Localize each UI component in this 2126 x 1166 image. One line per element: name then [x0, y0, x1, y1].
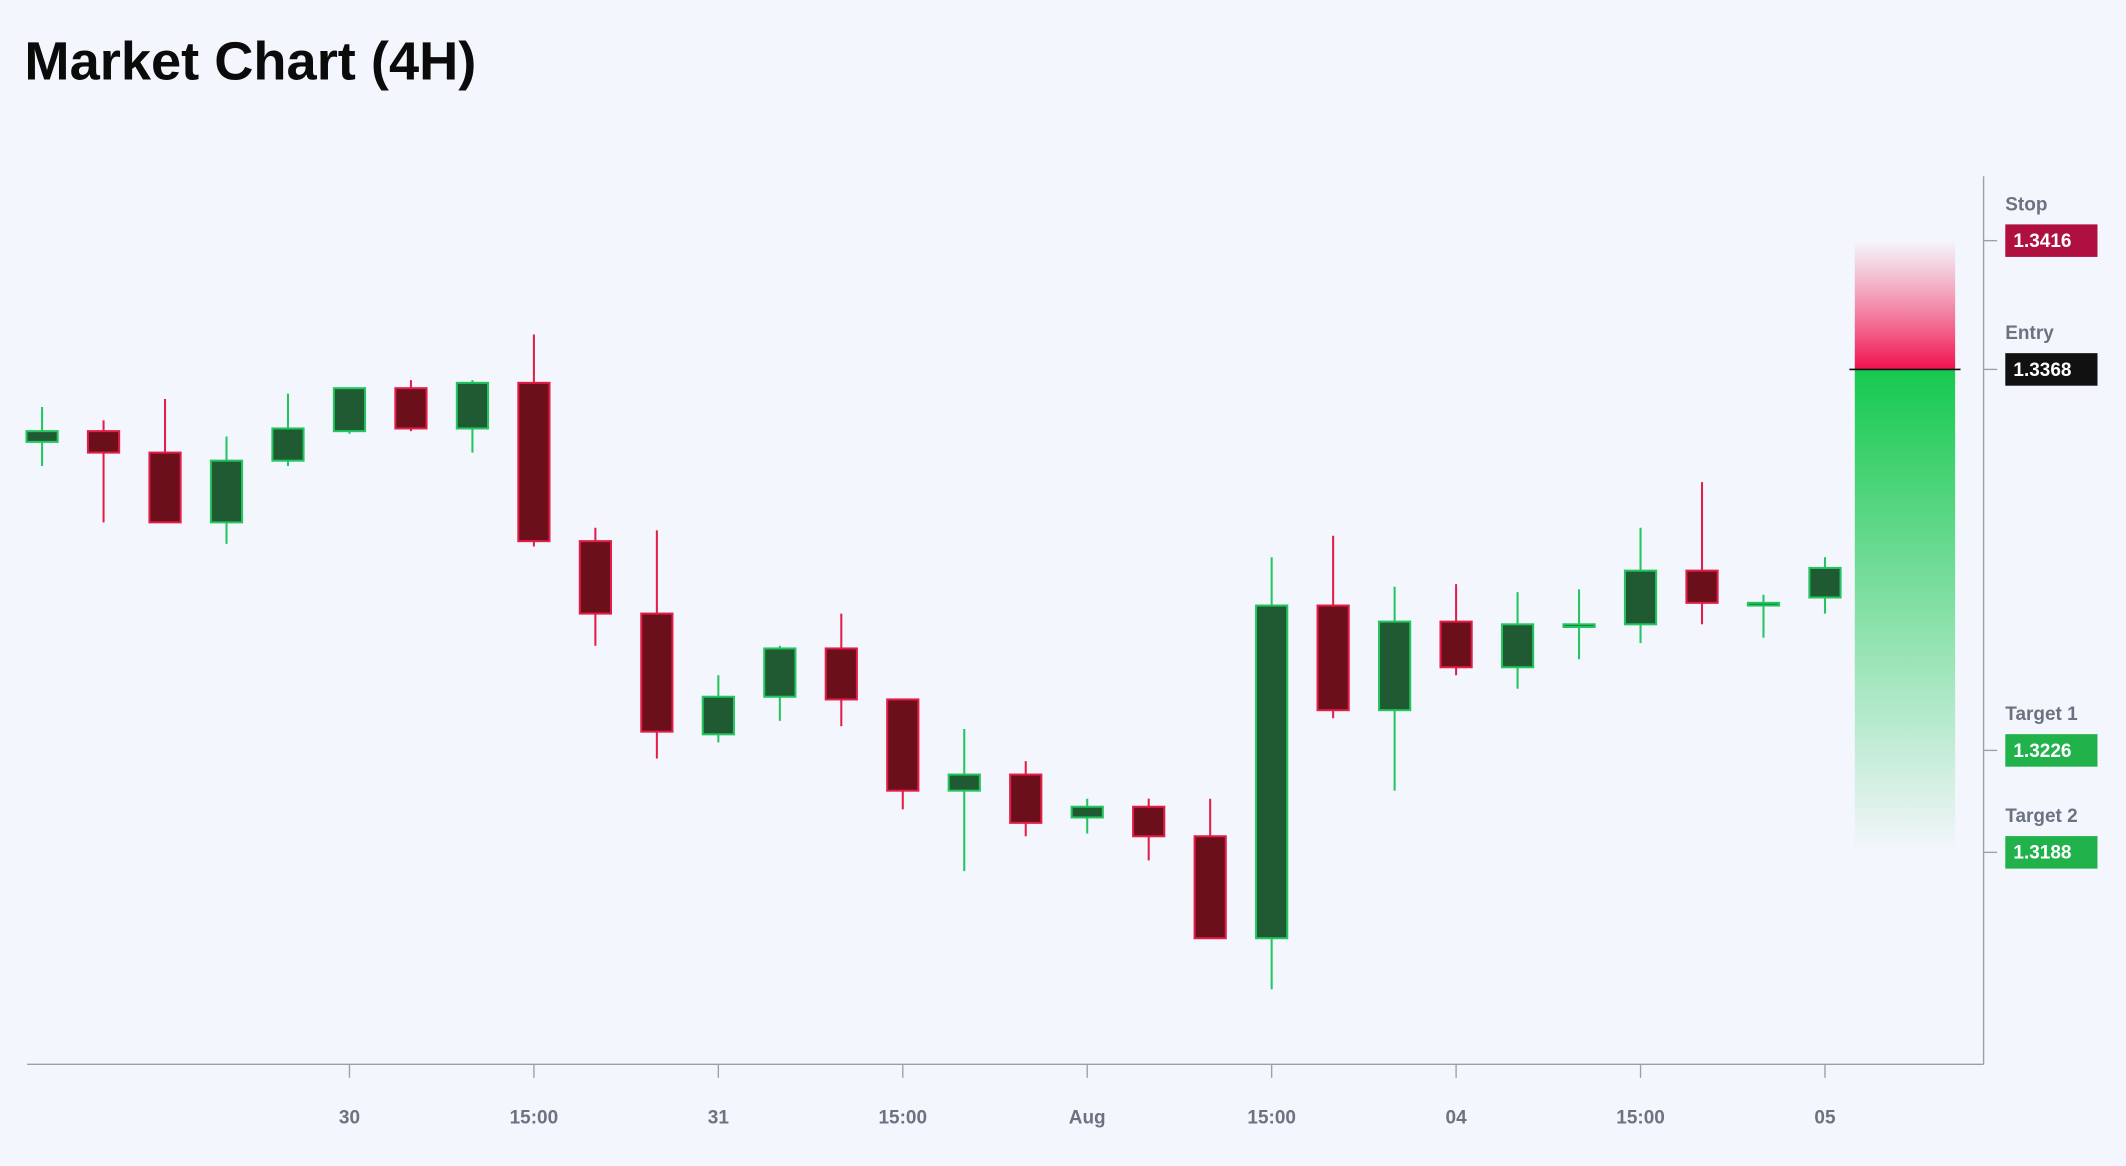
x-tick-label: Aug	[1069, 1108, 1106, 1129]
level-badge	[2005, 353, 2098, 386]
level-badge	[2005, 224, 2098, 257]
level-name: Target 2	[2005, 806, 2077, 827]
candle-body	[1500, 623, 1535, 669]
candle-body	[1009, 773, 1043, 824]
candle-body	[209, 459, 244, 524]
candle-body	[1255, 604, 1289, 940]
x-tick-label: 15:00	[1616, 1108, 1665, 1129]
candle-body	[455, 381, 490, 430]
candle-body	[517, 381, 551, 543]
level-value: 1.3188	[2013, 843, 2071, 864]
candle-body	[640, 612, 674, 733]
level-name: Entry	[2005, 323, 2054, 344]
x-tick-label: 30	[339, 1108, 360, 1129]
candle-body	[578, 540, 612, 615]
level-value: 1.3416	[2013, 231, 2071, 252]
level-name: Target 1	[2005, 704, 2078, 725]
reward-zone	[1854, 369, 1956, 853]
candle-body	[947, 773, 981, 792]
candle-body	[1685, 569, 1719, 604]
candle-body	[1132, 805, 1166, 838]
candle-body	[1746, 601, 1781, 607]
candle-body	[1378, 620, 1412, 712]
candle-body	[1562, 623, 1596, 629]
candle-body	[886, 698, 920, 792]
x-tick-label: 05	[1814, 1108, 1836, 1129]
candle-body	[1316, 604, 1350, 712]
x-tick-label: 15:00	[879, 1108, 928, 1129]
candle-body	[701, 695, 735, 736]
x-tick-label: 31	[708, 1108, 730, 1129]
candle-body	[332, 387, 367, 433]
candle-body	[1808, 566, 1842, 599]
level-badge	[2005, 836, 2098, 869]
chart-title: Market Chart (4H)	[24, 31, 476, 91]
candle-body	[1193, 835, 1227, 940]
level-badge	[2005, 734, 2098, 767]
level-name: Stop	[2005, 194, 2047, 215]
candle-body	[271, 427, 305, 462]
candle-body	[824, 647, 858, 701]
candle-body	[1070, 805, 1104, 819]
risk-zone	[1854, 240, 1956, 370]
candle-body	[25, 430, 59, 443]
candle-body	[1439, 620, 1473, 669]
candle-body	[86, 430, 121, 454]
candle-body	[148, 451, 182, 524]
x-tick-label: 15:00	[1247, 1108, 1296, 1129]
level-value: 1.3368	[2013, 360, 2071, 381]
candle-body	[1623, 569, 1658, 626]
candle-body	[394, 387, 428, 430]
level-value: 1.3226	[2013, 741, 2071, 762]
candle-body	[763, 647, 797, 698]
x-tick-label: 04	[1446, 1108, 1468, 1129]
x-tick-label: 15:00	[510, 1108, 559, 1129]
